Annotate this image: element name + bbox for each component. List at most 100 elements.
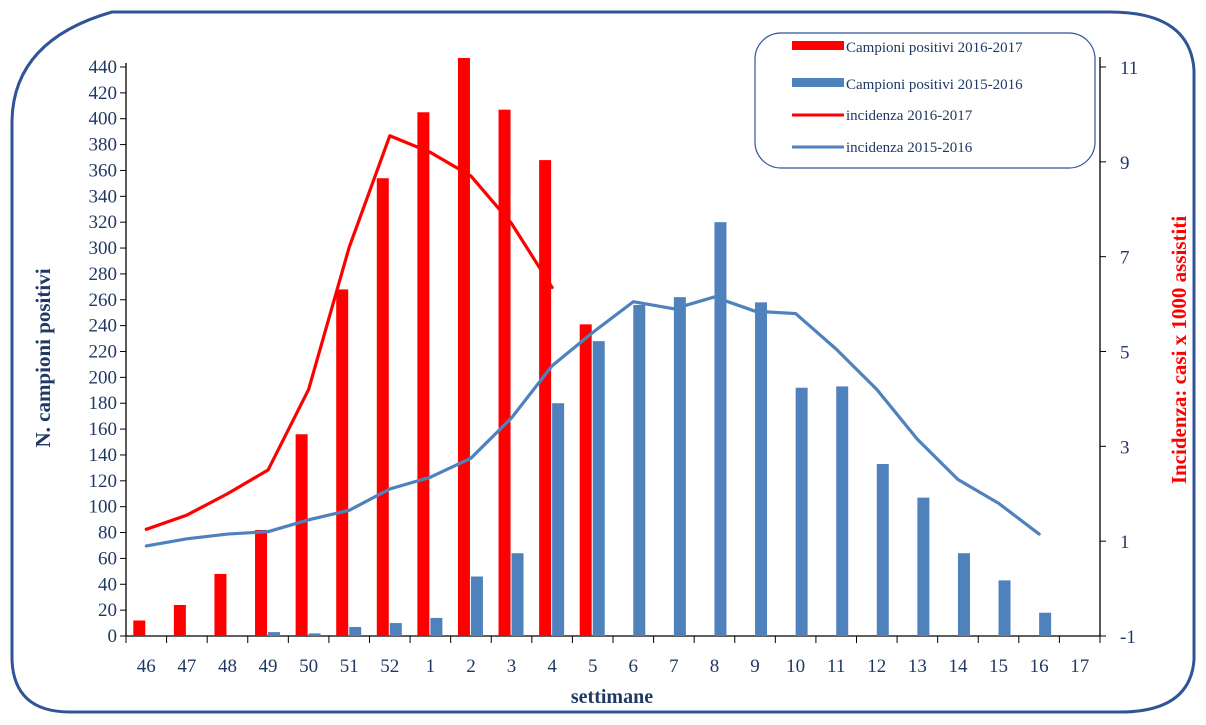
bar-20152016-1 — [430, 617, 443, 636]
y-tick-label: 260 — [89, 290, 118, 311]
y2-tick-label: 5 — [1120, 343, 1130, 364]
x-tick-label: 11 — [827, 656, 845, 677]
bar-20152016-14 — [957, 553, 970, 636]
x-tick-label: 15 — [989, 656, 1008, 677]
bar-20152016-2 — [470, 576, 483, 636]
y-tick-label: 360 — [89, 160, 118, 181]
x-tick-label: 13 — [908, 656, 927, 677]
legend-label-bars-2016-2017: Campioni positivi 2016-2017 — [846, 40, 1023, 56]
x-tick-label: 48 — [218, 656, 237, 677]
x-tick-label: 52 — [380, 656, 399, 677]
bar-20152016-7 — [673, 297, 686, 636]
y-axis-title: N. campioni positivi — [31, 268, 55, 447]
bar-20152016-16 — [1039, 612, 1052, 636]
bar-20152016-5 — [592, 341, 605, 636]
x-tick-label: 50 — [299, 656, 318, 677]
y-tick-label: 180 — [89, 393, 118, 414]
bar-20152016-51 — [349, 626, 362, 636]
x-tick-label: 5 — [588, 656, 598, 677]
x-tick-label: 46 — [137, 656, 156, 677]
y-tick-label: 140 — [89, 445, 118, 466]
x-tick-label: 10 — [786, 656, 805, 677]
bar-20162017-50 — [295, 434, 308, 636]
y-tick-label: 280 — [89, 264, 118, 285]
bar-20152016-6 — [633, 304, 646, 636]
line-incidenza-2015-2016 — [144, 295, 1041, 548]
bar-20152016-11 — [836, 386, 849, 636]
y-tick-label: 160 — [89, 419, 118, 440]
x-tick-label: 8 — [710, 656, 720, 677]
y-tick-label: 80 — [98, 523, 117, 544]
bar-20162017-4 — [539, 160, 552, 637]
bar-20162017-49 — [255, 529, 268, 636]
x-tick-label: 7 — [669, 656, 679, 677]
x-tick-label: 4 — [547, 656, 557, 677]
y2-axis-title: Incidenza: casi x 1000 assistiti — [1167, 216, 1191, 485]
legend-label-line-2015-2016: incidenza 2015-2016 — [846, 140, 973, 156]
x-tick-label: 1 — [426, 656, 436, 677]
bar-20152016-12 — [876, 464, 889, 636]
bar-20162017-47 — [173, 604, 186, 636]
line-incidenza-2016-2017 — [144, 134, 554, 531]
bar-20152016-9 — [755, 302, 768, 636]
y2-tick-label: 7 — [1120, 248, 1130, 269]
x-tick-label: 16 — [1030, 656, 1049, 677]
x-tick-label: 49 — [259, 656, 278, 677]
y-tick-label: 400 — [89, 109, 118, 130]
x-tick-label: 3 — [507, 656, 517, 677]
y-tick-label: 40 — [98, 574, 117, 595]
legend-swatch-bars-2015-2016 — [792, 78, 844, 87]
y2-tick-label: 9 — [1120, 153, 1130, 174]
x-tick-label: 2 — [466, 656, 476, 677]
bar-20162017-5 — [579, 324, 592, 636]
y2-tick-label: 11 — [1120, 58, 1138, 79]
bar-20152016-49 — [268, 632, 281, 636]
ticks-layer: 0 20 40 60 80 100 120 140 160 180 200 220 240 260 280 3… — [89, 57, 1139, 677]
legend: Campioni positivi 2016-2017 Campioni pos… — [754, 32, 1096, 169]
y-tick-label: 220 — [89, 342, 118, 363]
bar-20162017-2 — [457, 57, 470, 636]
y-tick-label: 120 — [89, 471, 118, 492]
legend-label-line-2016-2017: incidenza 2016-2017 — [846, 108, 973, 124]
bars-layer — [133, 57, 1052, 637]
y-tick-label: 340 — [89, 186, 118, 207]
chart-frame — [10, 10, 1196, 714]
x-axis-title: settimane — [571, 686, 653, 708]
bar-20152016-3 — [511, 553, 524, 636]
y-tick-label: 440 — [89, 57, 118, 78]
y-tick-label: 0 — [108, 626, 118, 647]
y2-tick-label: 1 — [1120, 532, 1130, 553]
y2-tick-label: 3 — [1120, 437, 1130, 458]
bar-20152016-13 — [917, 497, 930, 636]
y-tick-label: 20 — [98, 600, 117, 621]
bar-20162017-1 — [417, 112, 430, 637]
bar-20152016-50 — [308, 633, 321, 636]
y-tick-label: 100 — [89, 497, 118, 518]
y-tick-label: 300 — [89, 238, 118, 259]
x-tick-label: 14 — [948, 656, 968, 677]
bar-20152016-15 — [998, 580, 1011, 636]
x-tick-label: 47 — [177, 656, 196, 677]
bar-20152016-4 — [552, 403, 565, 636]
bar-20152016-52 — [389, 623, 402, 636]
x-tick-label: 12 — [867, 656, 886, 677]
y-tick-label: 200 — [89, 367, 118, 388]
bar-20162017-46 — [133, 620, 146, 636]
y-tick-label: 60 — [98, 548, 117, 569]
x-tick-label: 17 — [1070, 656, 1089, 677]
bar-20162017-52 — [376, 178, 389, 637]
y-tick-label: 240 — [89, 316, 118, 337]
bar-20152016-10 — [795, 387, 808, 636]
legend-box — [754, 32, 1096, 169]
lines-layer — [144, 134, 1041, 548]
bar-20162017-48 — [214, 573, 227, 636]
legend-swatch-bars-2016-2017 — [792, 41, 844, 50]
y2-tick-label: -1 — [1120, 627, 1136, 648]
bar-20162017-51 — [336, 289, 349, 636]
axes-layer — [120, 57, 1106, 643]
y-tick-label: 380 — [89, 135, 118, 156]
y-tick-label: 320 — [89, 212, 118, 233]
bar-20162017-3 — [498, 109, 511, 637]
